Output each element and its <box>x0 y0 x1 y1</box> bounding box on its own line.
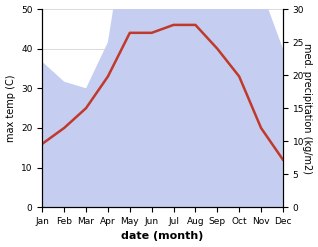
Y-axis label: max temp (C): max temp (C) <box>5 74 16 142</box>
Y-axis label: med. precipitation (kg/m2): med. precipitation (kg/m2) <box>302 43 313 174</box>
X-axis label: date (month): date (month) <box>121 231 204 242</box>
